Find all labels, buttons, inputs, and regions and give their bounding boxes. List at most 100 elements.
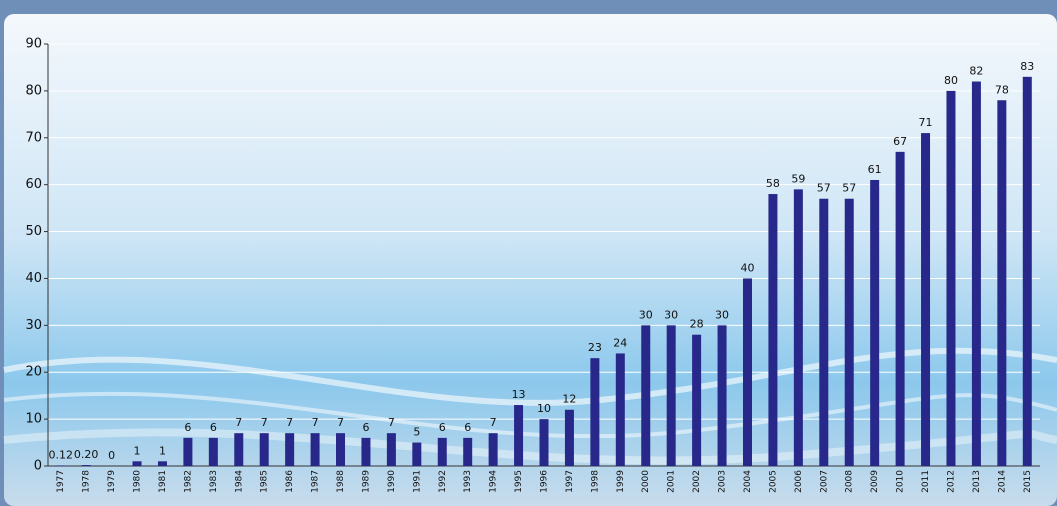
bar (921, 133, 931, 467)
value-label: 7 (490, 416, 497, 429)
value-label: 40 (740, 261, 754, 274)
value-label: 0.12 (48, 448, 73, 461)
bar (946, 90, 956, 466)
x-tick-label: 1985 (260, 470, 270, 493)
bar (386, 433, 396, 466)
bar (564, 409, 574, 466)
value-label: 57 (817, 182, 831, 195)
x-tick-label: 2004 (743, 470, 753, 493)
bar (1022, 76, 1032, 467)
x-tick-label: 1991 (412, 470, 422, 493)
value-label: 59 (791, 172, 805, 185)
x-tick-label: 2012 (946, 470, 956, 493)
value-label: 57 (842, 182, 856, 195)
value-label: 58 (766, 177, 780, 190)
background (4, 14, 1057, 506)
decor-wave (3, 391, 1057, 439)
y-tick-label: 30 (25, 318, 42, 333)
bar (437, 437, 447, 466)
bar (56, 465, 66, 466)
x-tick-label: 1995 (514, 470, 524, 493)
value-label: 0.20 (74, 448, 99, 461)
value-label: 6 (439, 421, 446, 434)
value-label: 13 (512, 388, 526, 401)
x-tick-label: 1994 (489, 470, 499, 493)
bar (870, 179, 880, 466)
value-label: 24 (613, 336, 627, 349)
y-tick-label: 90 (25, 37, 42, 52)
x-tick-label: 2008 (845, 470, 855, 493)
bar (336, 433, 346, 466)
value-label: 61 (868, 163, 882, 176)
x-tick-label: 2014 (997, 470, 1007, 493)
bar (514, 405, 524, 466)
bar (768, 194, 778, 467)
y-tick-label: 50 (25, 224, 42, 239)
x-tick-label: 1998 (590, 470, 600, 493)
y-tick-label: 10 (25, 412, 42, 427)
y-tick-label: 80 (25, 83, 42, 98)
bar (819, 198, 829, 466)
value-label: 67 (893, 135, 907, 148)
x-tick-label: 1993 (463, 470, 473, 493)
x-tick-label: 2000 (641, 470, 651, 493)
bar (361, 437, 371, 466)
bar (157, 461, 167, 466)
value-label: 7 (286, 416, 293, 429)
bar (132, 461, 142, 466)
x-tick-label: 2001 (667, 470, 677, 493)
x-tick-label: 2011 (921, 470, 931, 493)
x-tick-label: 1982 (183, 470, 193, 493)
y-tick-label: 70 (25, 130, 42, 145)
value-label: 83 (1020, 60, 1034, 73)
x-tick-label: 2003 (718, 470, 728, 493)
bar (895, 151, 905, 466)
bar (81, 465, 91, 466)
x-tick-label: 2007 (819, 470, 829, 493)
x-tick-label: 2015 (1023, 470, 1033, 493)
value-label: 0 (108, 449, 115, 462)
bar (208, 437, 218, 466)
value-label: 78 (995, 83, 1009, 96)
x-tick-label: 2013 (972, 470, 982, 493)
bar (539, 419, 549, 466)
value-label: 82 (969, 65, 983, 78)
bar (412, 442, 422, 466)
value-label: 6 (184, 421, 191, 434)
y-tick-label: 20 (25, 365, 42, 380)
x-tick-label: 1986 (285, 470, 295, 493)
value-label: 71 (919, 116, 933, 129)
value-label: 7 (312, 416, 319, 429)
value-label: 7 (261, 416, 268, 429)
bar (234, 433, 244, 466)
bar (666, 325, 676, 466)
bar (997, 100, 1007, 467)
bar (488, 433, 498, 466)
value-label: 6 (362, 421, 369, 434)
x-tick-label: 2005 (768, 470, 778, 493)
x-tick-label: 1987 (311, 470, 321, 493)
bar (692, 334, 702, 466)
value-label: 1 (159, 444, 166, 457)
x-tick-label: 1977 (56, 470, 66, 493)
y-tick-label: 0 (34, 459, 42, 474)
bar (285, 433, 295, 466)
x-tick-label: 1979 (107, 470, 117, 493)
x-tick-label: 1988 (336, 470, 346, 493)
x-tick-label: 1989 (361, 470, 371, 493)
x-tick-label: 1997 (565, 470, 575, 493)
value-label: 28 (690, 318, 704, 331)
value-label: 7 (235, 416, 242, 429)
value-label: 5 (413, 426, 420, 439)
x-tick-label: 2010 (896, 470, 906, 493)
value-label: 80 (944, 74, 958, 87)
y-tick-label: 40 (25, 271, 42, 286)
x-tick-label: 1980 (133, 470, 143, 493)
x-tick-label: 1983 (209, 470, 219, 493)
value-label: 6 (464, 421, 471, 434)
value-label: 30 (715, 308, 729, 321)
bar (590, 358, 600, 466)
value-label: 23 (588, 341, 602, 354)
x-tick-label: 2006 (794, 470, 804, 493)
